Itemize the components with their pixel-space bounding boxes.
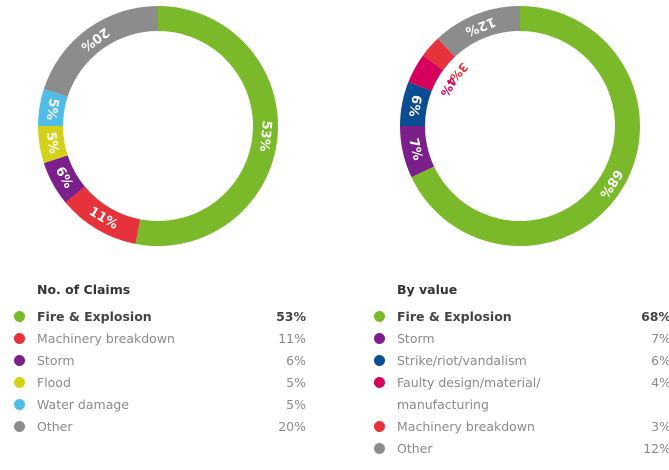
slice bbox=[422, 38, 455, 71]
slice bbox=[43, 155, 85, 203]
legend-dot bbox=[374, 333, 385, 344]
legend-row: Machinery breakdown 3% bbox=[370, 416, 669, 438]
legend-row: Other 20% bbox=[10, 416, 306, 438]
legend: By value Fire & Explosion 68% Storm 7% Strike… bbox=[370, 282, 669, 460]
donuts: 53%11%6%5%5%20%68%7%6%4%3%12% bbox=[38, 5, 640, 246]
legend-value: 12% bbox=[643, 441, 669, 456]
legend-name: Strike/riot/vandalism bbox=[397, 353, 527, 368]
legend-name: Fire & Explosion bbox=[37, 309, 152, 324]
legend-dot bbox=[14, 377, 25, 388]
legend-dot bbox=[374, 377, 385, 388]
slice-label: 5% bbox=[43, 97, 61, 121]
legend-row: Fire & Explosion 53% bbox=[10, 306, 306, 328]
legend-name: Flood bbox=[37, 375, 71, 390]
legend-title: No. of Claims bbox=[37, 282, 131, 297]
legend-title: By value bbox=[397, 282, 458, 297]
slice-label: 5% bbox=[43, 131, 61, 155]
legend-dot bbox=[374, 311, 385, 322]
legend-value: 5% bbox=[286, 375, 306, 390]
slice bbox=[400, 126, 435, 178]
legend-name: Other bbox=[37, 419, 73, 434]
legend-name: Machinery breakdown bbox=[397, 419, 535, 434]
slice bbox=[65, 186, 141, 244]
legend-dot bbox=[374, 355, 385, 366]
slice bbox=[408, 55, 444, 92]
legend-name: Machinery breakdown bbox=[37, 331, 175, 346]
legend-value: 3% bbox=[651, 419, 669, 434]
legend-name: Storm bbox=[397, 331, 435, 346]
legend: No. of Claims Fire & Explosion 53% Machiner… bbox=[10, 282, 306, 438]
legend-dot bbox=[374, 421, 385, 432]
slice bbox=[437, 5, 520, 57]
legend-dot bbox=[14, 399, 25, 410]
legend-row: Other 12% bbox=[370, 438, 669, 460]
legend-row: Water damage 5% bbox=[10, 394, 306, 416]
legend-row: Faulty design/material/ manufacturing 4% bbox=[370, 372, 669, 416]
slice bbox=[38, 126, 68, 164]
slice bbox=[38, 88, 68, 126]
legend-row: Fire & Explosion 68% bbox=[370, 306, 669, 328]
legend-value: 20% bbox=[278, 419, 306, 434]
legend-name: Water damage bbox=[37, 397, 129, 412]
legend-name: Faulty design/material/ manufacturing bbox=[397, 375, 541, 412]
legend-value: 6% bbox=[651, 353, 669, 368]
slice bbox=[400, 81, 432, 126]
legend-name: Other bbox=[397, 441, 433, 456]
legend-dot bbox=[14, 311, 25, 322]
legend-value: 11% bbox=[278, 331, 306, 346]
legend-row: Strike/riot/vandalism 6% bbox=[370, 350, 669, 372]
legend-dot bbox=[14, 355, 25, 366]
legend-value: 6% bbox=[286, 353, 306, 368]
legend-name: Storm bbox=[37, 353, 75, 368]
slice-label: 53% bbox=[256, 120, 274, 152]
legend-dot bbox=[374, 443, 385, 454]
slice bbox=[43, 6, 159, 97]
legend-row: Storm 6% bbox=[10, 350, 306, 372]
slice bbox=[135, 6, 278, 246]
legend-value: 4% bbox=[651, 375, 669, 390]
legend-value: 5% bbox=[286, 397, 306, 412]
legend-value: 53% bbox=[276, 309, 306, 324]
legend-name: Fire & Explosion bbox=[397, 309, 512, 324]
legend-dot bbox=[14, 421, 25, 432]
slice-label: 6% bbox=[405, 94, 424, 118]
legend-row: Machinery breakdown 11% bbox=[10, 328, 306, 350]
legend-row: Storm 7% bbox=[370, 328, 669, 350]
legend-value: 68% bbox=[641, 309, 669, 324]
legend-row: Flood 5% bbox=[10, 372, 306, 394]
legend-value: 7% bbox=[651, 331, 669, 346]
legend-dot bbox=[14, 333, 25, 344]
slice-label: 7% bbox=[405, 137, 424, 162]
